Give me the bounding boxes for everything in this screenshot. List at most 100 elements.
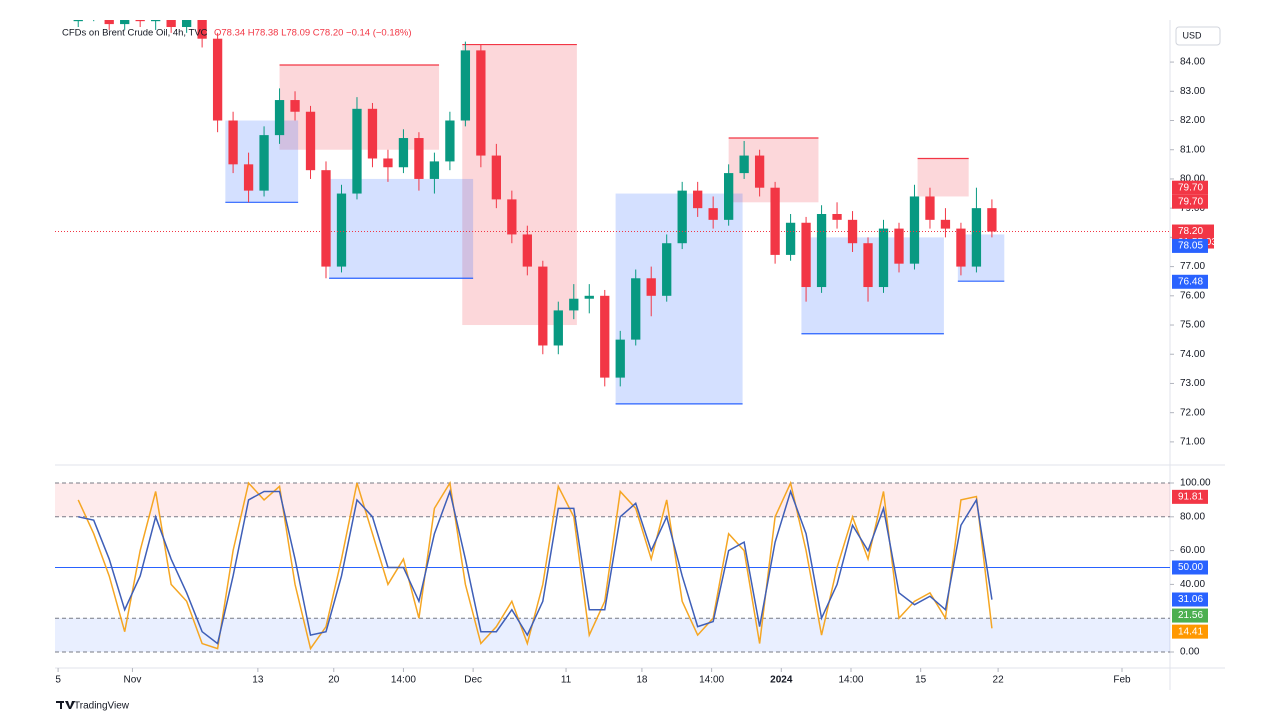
candle-body: [878, 228, 889, 288]
candle-body: [274, 100, 285, 136]
x-tick-label: 13: [252, 675, 264, 686]
x-tick-label: Nov: [124, 675, 142, 686]
band: [55, 483, 1170, 517]
value-label-box: [1172, 489, 1208, 504]
y-tick-label: 80.00: [1180, 511, 1205, 522]
x-tick-label: Feb: [1113, 675, 1131, 686]
value-label-box: [1172, 608, 1208, 623]
stoch-line: [78, 488, 993, 645]
candle-body: [321, 170, 331, 267]
candle-body: [305, 111, 316, 171]
candle-body: [894, 228, 904, 264]
candle-body: [971, 208, 982, 267]
oscillator-pane: [55, 480, 1170, 653]
brand-logo: [56, 701, 75, 709]
candle-body: [956, 228, 966, 267]
x-tick-label: 14:00: [838, 675, 863, 686]
candle-body: [832, 213, 842, 220]
candle-body: [460, 50, 471, 121]
candle-body: [538, 266, 548, 346]
value-label: 14.41: [1178, 626, 1203, 637]
candle-body: [181, 20, 192, 28]
zone: [917, 158, 969, 197]
zone: [329, 178, 474, 279]
candle-body: [352, 108, 362, 194]
value-label: 21.56: [1178, 610, 1203, 621]
candle-body: [166, 20, 176, 28]
value-label: 31.06: [1178, 594, 1203, 605]
candle-body: [708, 208, 718, 220]
y-tick-label: 40.00: [1180, 579, 1205, 590]
brand: TradingView: [74, 701, 130, 712]
candle-body: [290, 100, 300, 112]
candle-body: [120, 20, 130, 25]
candle-body: [73, 20, 83, 22]
price-label: 79.70: [1178, 182, 1203, 193]
candle-body: [243, 164, 254, 191]
candle-body: [228, 120, 238, 165]
candle-body: [987, 208, 997, 232]
y-tick-label: 73.00: [1180, 378, 1205, 389]
candle-body: [135, 20, 145, 22]
candle-body: [693, 190, 703, 209]
value-label-box: [1172, 560, 1208, 575]
candle-body: [398, 138, 409, 168]
y-tick-label: 72.00: [1180, 407, 1205, 418]
candle-body: [724, 173, 734, 220]
candle-body: [383, 158, 393, 168]
value-label-box: [1172, 624, 1208, 639]
chart-title: CFDs on Brent Crude Oil, 4h, TVC: [62, 28, 208, 39]
y-tick-label: 60.00: [1180, 545, 1205, 556]
candle-body: [212, 38, 223, 121]
price-label: 79.70: [1178, 196, 1203, 207]
y-tick-label: 81.00: [1180, 144, 1205, 155]
currency-button[interactable]: [1175, 26, 1221, 46]
y-tick-label: 83.00: [1180, 86, 1205, 97]
candle-body: [429, 161, 440, 179]
price-label-box: [1172, 180, 1208, 195]
y-tick-label: 75.00: [1180, 320, 1205, 331]
value-label: 91.81: [1178, 491, 1203, 502]
x-tick-label: 15: [915, 675, 927, 686]
candle-body: [615, 339, 625, 378]
candle-body: [259, 135, 269, 191]
candle-body: [476, 50, 486, 156]
y-tick-label: 84.00: [1180, 57, 1205, 68]
candle-body: [151, 20, 161, 22]
x-tick-label: 2024: [770, 675, 793, 686]
price-label-box: [1172, 238, 1208, 253]
y-tick-label: 80.00: [1180, 174, 1205, 185]
last-price-label: 78.20: [1178, 226, 1203, 237]
x-tick-label: 5: [55, 675, 61, 686]
candle-body: [584, 295, 594, 299]
x-tick-label: 20: [328, 675, 340, 686]
y-tick-label: 76.00: [1180, 290, 1205, 301]
candle-body: [104, 20, 114, 25]
y-tick-label: 0.00: [1180, 647, 1200, 658]
ohlc-readout: O78.34 H78.38 L78.09 C78.20 −0.14 (−0.18…: [214, 28, 412, 39]
candle-body: [940, 219, 951, 229]
currency: USD: [1182, 30, 1202, 40]
candle-body: [569, 298, 579, 311]
price-label-box: [1172, 194, 1208, 209]
y-tick-label: 77.00: [1180, 261, 1205, 272]
band: [55, 618, 1170, 652]
candle-body: [739, 155, 749, 174]
candle-body: [507, 199, 517, 235]
price-label: 76.48: [1178, 276, 1203, 287]
x-tick-label: 14:00: [391, 675, 416, 686]
candle-body: [553, 310, 563, 346]
y-tick-label: 71.00: [1180, 437, 1205, 448]
candle-body: [600, 295, 610, 378]
candle-body: [785, 222, 796, 255]
x-tick-label: 11: [561, 675, 572, 686]
candle-body: [770, 187, 780, 255]
candle-body: [445, 120, 455, 162]
x-tick-label: Dec: [464, 675, 482, 686]
stoch-line: [77, 480, 993, 651]
candle-body: [631, 278, 641, 340]
axes: 71.0072.0073.0074.0075.0076.0077.0078.00…: [55, 57, 1217, 686]
candle-body: [677, 190, 687, 244]
value-label-box: [1172, 592, 1208, 607]
